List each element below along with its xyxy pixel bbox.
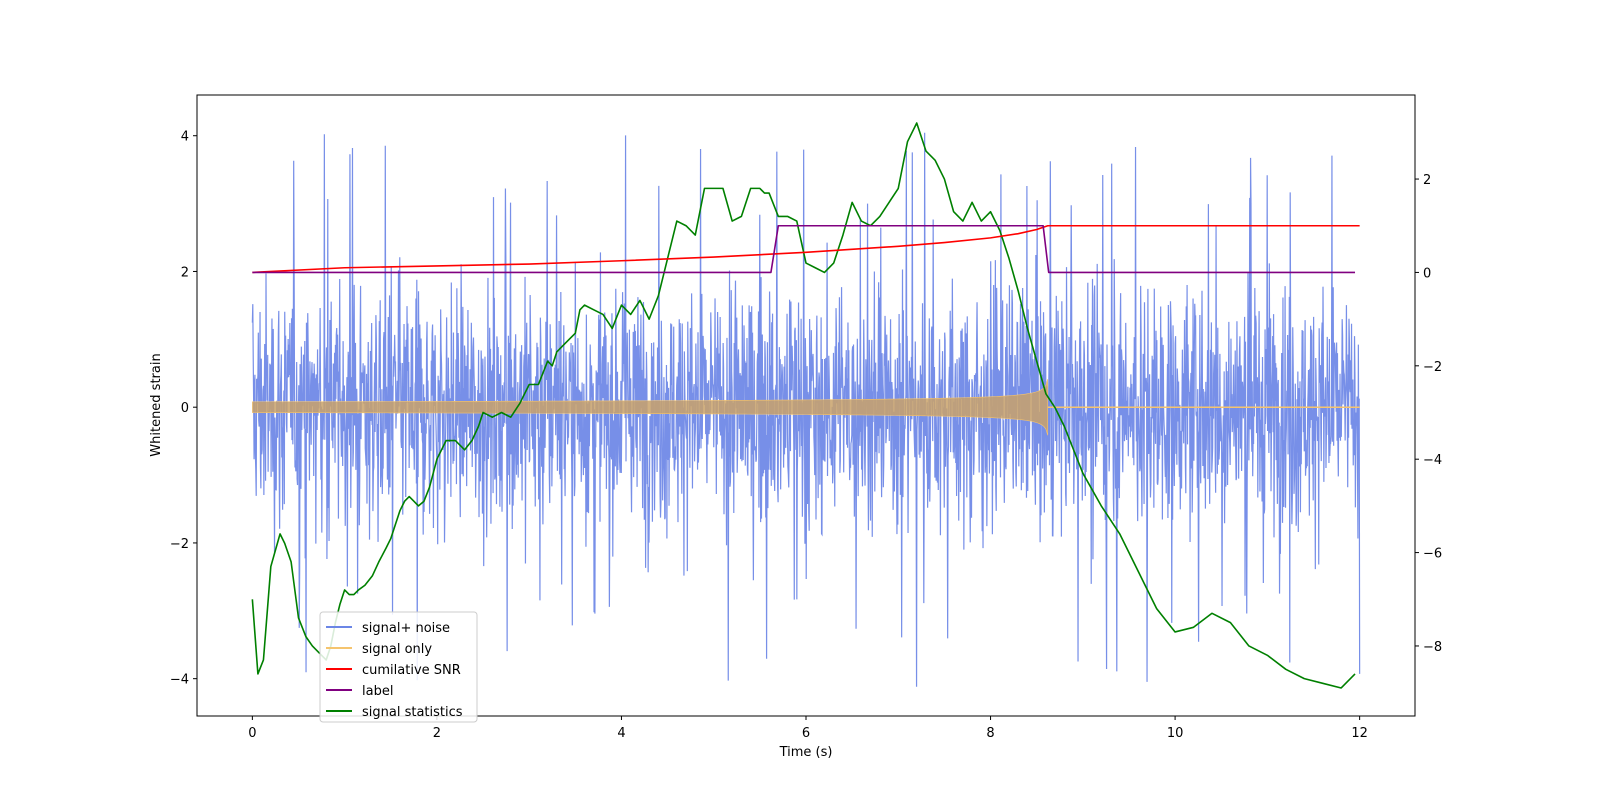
- series-cumulative-snr: [252, 224, 1360, 274]
- y-left-tick-label: 4: [181, 130, 189, 145]
- x-tick-label: 0: [248, 726, 256, 741]
- x-tick-label: 12: [1351, 726, 1368, 741]
- y-right-tick-label: 0: [1423, 266, 1431, 281]
- y-right-tick-label: −2: [1423, 360, 1442, 375]
- series-signal-statistics: [251, 122, 1356, 689]
- x-axis-label: Time (s): [779, 745, 833, 760]
- y-right-tick-label: −8: [1423, 640, 1442, 655]
- legend-box: [319, 611, 478, 723]
- plot-area: [251, 122, 1361, 689]
- y-axis-label: Whitened strain: [149, 353, 164, 456]
- series-label: [252, 224, 1356, 274]
- x-tick-label: 2: [433, 726, 441, 741]
- legend: signal+ noise signal only cumilative SNR la…: [319, 611, 478, 723]
- y-axis-left-ticks: −4 −2 0 2 4: [170, 130, 197, 688]
- y-axis-right-ticks: −8 −6 −4 −2 0 2: [1415, 173, 1442, 655]
- y-left-tick-label: −2: [170, 537, 189, 552]
- legend-label: label: [362, 684, 393, 699]
- y-right-tick-label: −6: [1423, 547, 1442, 562]
- y-right-tick-label: −4: [1423, 453, 1442, 468]
- legend-label: signal+ noise: [362, 621, 450, 636]
- y-left-tick-label: 2: [181, 265, 189, 280]
- y-left-tick-label: −4: [170, 673, 189, 688]
- x-tick-label: 8: [986, 726, 994, 741]
- series-signal-only: [252, 379, 1049, 436]
- y-right-tick-label: 2: [1423, 173, 1431, 188]
- legend-label: signal statistics: [362, 705, 463, 720]
- y-left-tick-label: 0: [181, 401, 189, 416]
- legend-label: cumilative SNR: [362, 663, 461, 678]
- x-tick-label: 4: [617, 726, 625, 741]
- x-tick-label: 6: [802, 726, 810, 741]
- x-tick-label: 10: [1167, 726, 1184, 741]
- legend-label: signal only: [362, 642, 432, 657]
